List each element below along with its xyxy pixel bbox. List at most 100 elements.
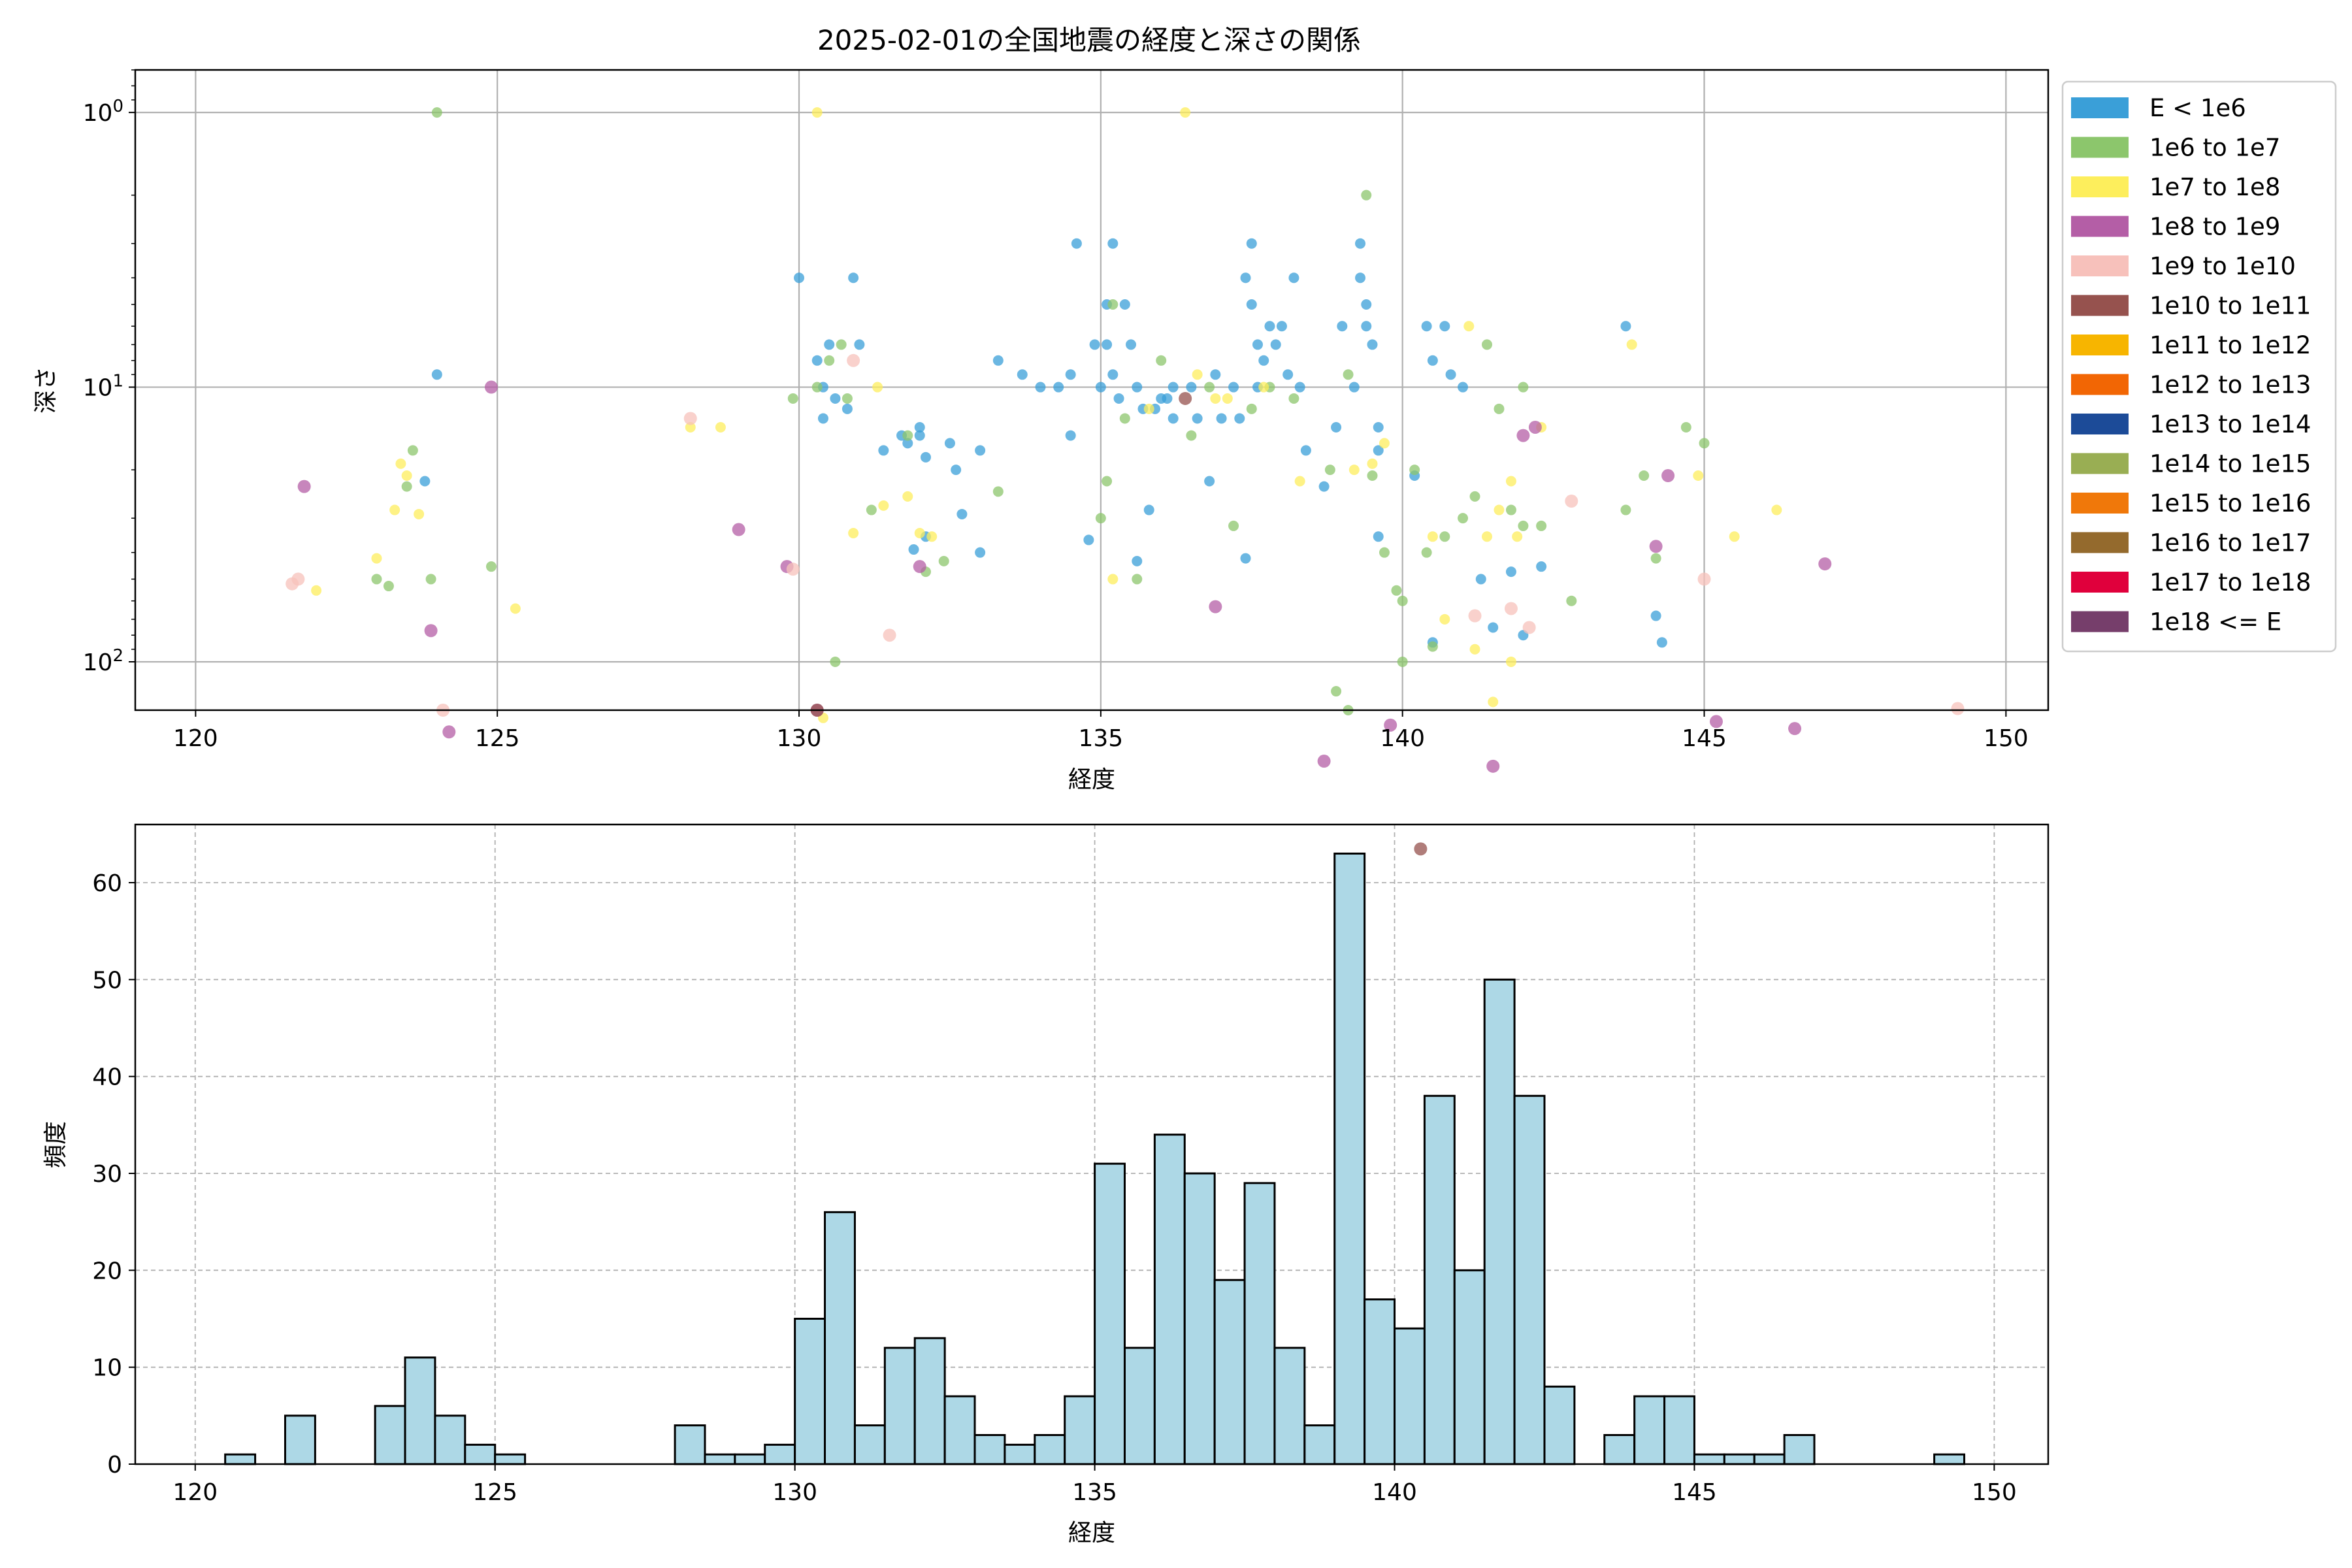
scatter-x-tick-label: 125 — [475, 725, 520, 752]
scatter-point — [992, 486, 1004, 497]
histogram-bar — [1933, 1453, 1965, 1465]
scatter-point — [1458, 382, 1469, 393]
legend-swatch — [2071, 295, 2129, 316]
legend-label: 1e18 <= E — [2149, 608, 2281, 636]
scatter-point — [1620, 321, 1631, 332]
scatter-point — [1017, 369, 1028, 380]
scatter-point — [1216, 413, 1227, 424]
scatter-x-tick-label: 140 — [1380, 725, 1425, 752]
scatter-point — [1397, 595, 1408, 606]
scatter-point — [1355, 238, 1366, 249]
scatter-point — [1126, 339, 1137, 350]
legend-swatch — [2071, 137, 2129, 158]
scatter-point — [1119, 299, 1130, 310]
scatter-point — [1132, 382, 1143, 393]
scatter-point — [1439, 531, 1450, 542]
scatter-point — [484, 380, 498, 394]
scatter-point — [311, 585, 322, 596]
histogram-x-tick-label: 150 — [1972, 1479, 2017, 1506]
legend-swatch — [2071, 611, 2129, 632]
scatter-point — [1089, 339, 1100, 350]
scatter-point — [1468, 609, 1482, 623]
histogram-bar — [1273, 1347, 1306, 1465]
scatter-point — [1270, 339, 1281, 350]
scatter-point — [1505, 566, 1516, 578]
scatter-point — [786, 563, 800, 576]
histogram-bar — [853, 1424, 886, 1465]
scatter-series — [419, 238, 1667, 648]
scatter-point — [1536, 520, 1547, 531]
histogram-bar — [1663, 1395, 1695, 1465]
scatter-point — [1504, 602, 1518, 615]
scatter-point — [1620, 504, 1631, 515]
histogram-x-tick-label: 125 — [472, 1479, 517, 1506]
histogram-bar — [1783, 1434, 1816, 1465]
scatter-point — [485, 561, 497, 572]
scatter-point — [1282, 369, 1294, 380]
scatter-point — [1379, 547, 1390, 558]
scatter-point — [914, 421, 925, 433]
legend-label: 1e6 to 1e7 — [2149, 134, 2280, 162]
scatter-point — [1107, 299, 1119, 310]
histogram-bar — [404, 1356, 436, 1465]
scatter-point — [1361, 189, 1372, 201]
legend-label: 1e8 to 1e9 — [2149, 213, 2280, 241]
scatter-point — [914, 527, 925, 538]
histogram-x-tick-label: 145 — [1672, 1479, 1717, 1506]
scatter-point — [1494, 403, 1505, 414]
scatter-point — [685, 421, 696, 433]
scatter-point — [830, 393, 841, 404]
legend-swatch — [2071, 255, 2129, 276]
scatter-point — [1143, 403, 1154, 414]
scatter-point — [811, 382, 823, 393]
scatter-point — [1192, 413, 1203, 424]
scatter-point — [371, 553, 382, 564]
legend-swatch — [2071, 374, 2129, 395]
histogram-bar — [794, 1318, 826, 1465]
histogram-bar — [883, 1347, 916, 1465]
scatter-point — [1288, 272, 1299, 284]
histogram-x-ticks: 120 125 130 135 140 145 150 — [172, 1464, 2017, 1506]
histogram-bar — [434, 1414, 466, 1465]
scatter-point — [1475, 574, 1486, 585]
scatter-point — [1367, 458, 1378, 469]
scatter-series — [311, 107, 1782, 723]
scatter-series — [810, 391, 1428, 856]
histogram-bar — [674, 1424, 706, 1465]
scatter-point — [956, 508, 968, 519]
histogram-bar — [973, 1434, 1006, 1465]
scatter-point — [1102, 476, 1113, 487]
scatter-point — [1697, 572, 1711, 586]
scatter-point — [1367, 339, 1378, 350]
scatter-point — [1240, 272, 1251, 284]
scatter-point — [1494, 504, 1505, 515]
histogram-bar — [1004, 1443, 1036, 1465]
histogram-y-tick-label: 10 — [92, 1355, 122, 1382]
scatter-point — [992, 355, 1004, 366]
scatter-point — [1204, 476, 1215, 487]
legend-swatch — [2071, 97, 2129, 118]
legend-swatch — [2071, 532, 2129, 553]
scatter-point — [920, 451, 931, 463]
scatter-point — [1650, 610, 1661, 621]
scatter-point — [401, 470, 412, 482]
histogram-bar — [1333, 853, 1366, 1465]
scatter-point — [1528, 420, 1542, 434]
scatter-point — [824, 355, 835, 366]
scatter-point — [1317, 755, 1331, 768]
histogram-x-tick-label: 120 — [172, 1479, 218, 1506]
scatter-point — [1348, 465, 1360, 476]
scatter-point — [1391, 585, 1402, 596]
scatter-point — [1324, 465, 1335, 476]
legend-swatch — [2071, 216, 2129, 237]
scatter-point — [841, 403, 853, 414]
scatter-point — [1065, 369, 1076, 380]
scatter-point — [1771, 504, 1782, 515]
scatter-point — [1318, 481, 1330, 492]
scatter-point — [425, 574, 436, 585]
scatter-point — [1252, 339, 1264, 350]
scatter-point — [1626, 339, 1637, 350]
scatter-point — [1505, 476, 1516, 487]
scatter-point — [1107, 369, 1119, 380]
